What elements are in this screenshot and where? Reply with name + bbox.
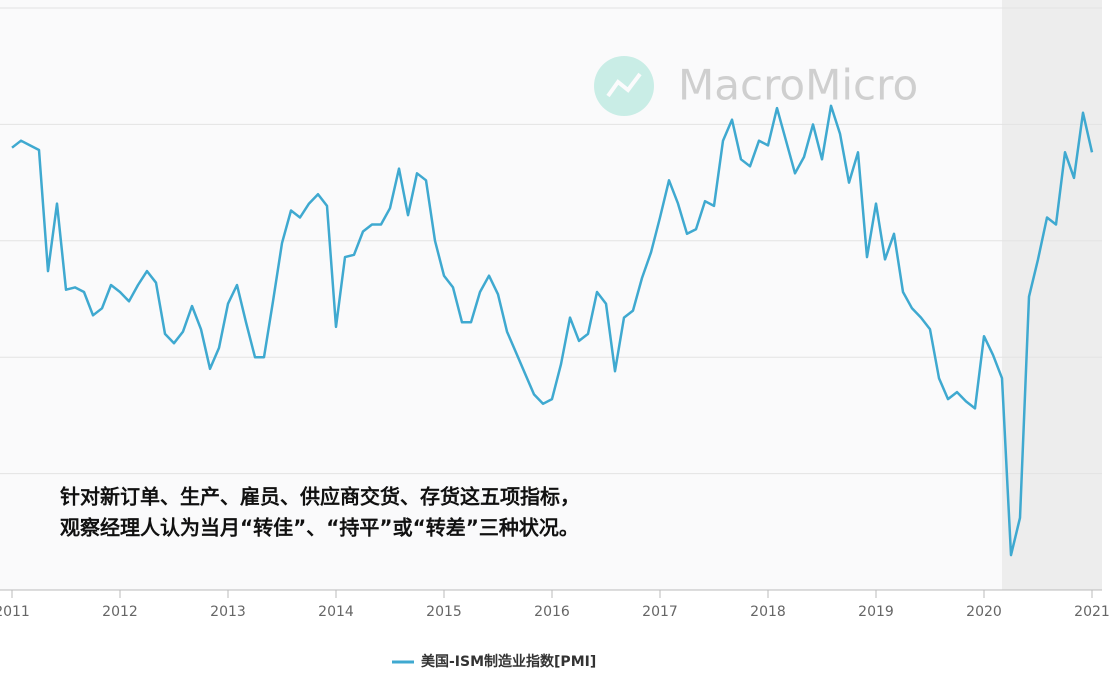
x-tick-label: 2016	[534, 604, 570, 620]
series-group	[11, 104, 1094, 557]
legend-label: 美国-ISM制造业指数[PMI]	[421, 653, 596, 670]
x-tick-label: 2013	[210, 604, 246, 620]
x-tick-label: 2012	[102, 604, 138, 620]
x-tick-label: 2019	[858, 604, 894, 620]
x-tick-label: 2021	[1074, 604, 1109, 620]
plot-background	[0, 0, 1102, 590]
x-tick-label: 2015	[426, 604, 462, 620]
x-tick-label: 2014	[318, 604, 354, 620]
x-tick-label: 2017	[642, 604, 678, 620]
x-tick-label: 2018	[750, 604, 786, 620]
watermark: MacroMicro	[678, 61, 918, 110]
shaded-period	[1002, 0, 1102, 590]
series-line	[11, 104, 1094, 557]
x-tick-label: 2011	[0, 604, 30, 620]
annotation: 针对新订单、生产、雇员、供应商交货、存货这五项指标，	[60, 485, 580, 509]
annotation: 观察经理人认为当月“转佳”、“持平”或“转差”三种状况。	[60, 516, 579, 540]
x-tick-label: 2020	[966, 604, 1002, 620]
watermark-logo	[594, 56, 654, 116]
